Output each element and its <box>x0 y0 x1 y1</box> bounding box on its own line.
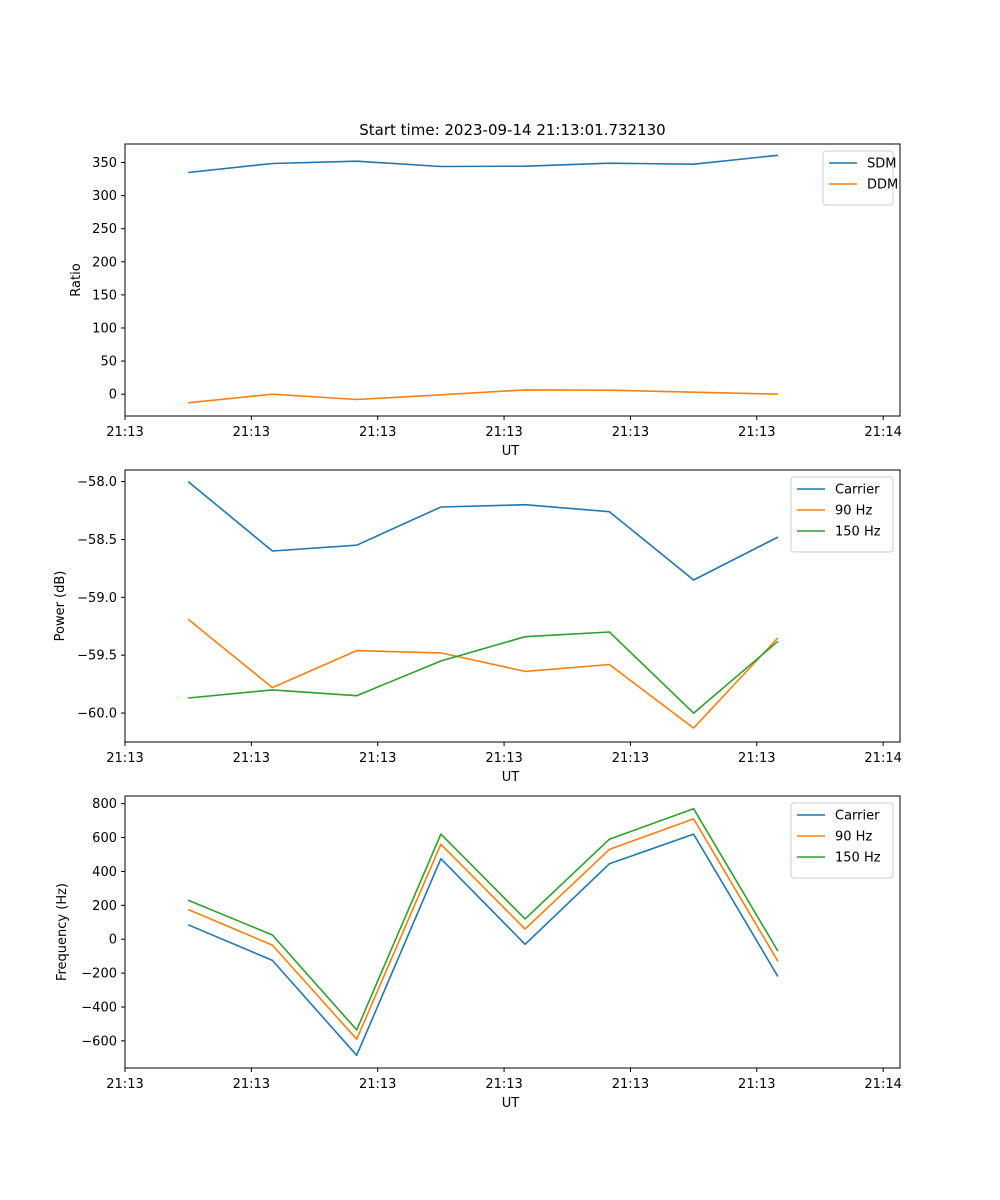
legend-label: DDM <box>867 178 898 193</box>
y-tick-label: −60.0 <box>77 707 117 722</box>
y-tick-label: 100 <box>92 321 117 336</box>
y-tick-label: 400 <box>92 865 117 880</box>
x-tick-label: 21:13 <box>106 751 143 766</box>
y-tick-label: 300 <box>92 189 117 204</box>
legend-label: 90 Hz <box>835 830 872 845</box>
legend-label: 90 Hz <box>835 504 872 519</box>
chart-panel-2: −60.0 −59.5 −59.0 −58.5 −58.0 21:13 21:13 21:13… <box>53 469 902 785</box>
y-axis-label: Frequency (Hz) <box>55 883 70 981</box>
series-line-150-hz <box>188 631 779 714</box>
x-tick-label: 21:14 <box>864 1077 901 1092</box>
x-tick-label: 21:14 <box>864 425 901 440</box>
x-tick-label: 21:13 <box>738 425 775 440</box>
plot-area <box>124 795 901 1069</box>
y-tick-label: 250 <box>92 222 117 237</box>
series-line-150-hz <box>187 807 779 1031</box>
series-group <box>187 480 779 729</box>
x-tick-label: 21:13 <box>359 425 396 440</box>
x-tick-label: 21:13 <box>106 425 143 440</box>
x-tick-label: 21:13 <box>359 751 396 766</box>
x-tick-label: 21:13 <box>485 1077 522 1092</box>
series-line-ddm <box>188 389 778 404</box>
x-tick-label: 21:13 <box>233 1077 270 1092</box>
y-tick-label: 800 <box>92 797 117 812</box>
y-tick-label: −59.5 <box>77 649 117 664</box>
y-tick-label: 50 <box>100 355 117 370</box>
chart-panel-1: Start time: 2023-09-14 21:13:01.732130 0 5… <box>69 121 902 459</box>
legend: Carrier 90 Hz 150 Hz <box>790 476 894 553</box>
y-tick-label: 0 <box>109 933 117 948</box>
legend: SDM DDM <box>822 150 898 206</box>
panels: Start time: 2023-09-14 21:13:01.732130 0 5… <box>53 121 902 1111</box>
x-axis-label: UT <box>502 1096 520 1111</box>
y-tick-label: 600 <box>92 831 117 846</box>
y-tick-label: 0 <box>109 388 117 403</box>
x-tick-label: 21:13 <box>485 425 522 440</box>
x-tick-label: 21:13 <box>612 1077 649 1092</box>
y-tick-label: −59.0 <box>77 591 117 606</box>
x-tick-label: 21:13 <box>233 751 270 766</box>
chart-title: Start time: 2023-09-14 21:13:01.732130 <box>359 121 665 139</box>
plot-area <box>124 143 901 417</box>
y-tick-label: 200 <box>92 899 117 914</box>
y-tick-label: 350 <box>92 156 117 171</box>
series-line-carrier <box>187 480 779 581</box>
x-tick-label: 21:13 <box>359 1077 396 1092</box>
legend-label: SDM <box>867 157 896 172</box>
x-tick-label: 21:13 <box>106 1077 143 1092</box>
series-group <box>187 807 779 1057</box>
plot-area <box>124 469 901 743</box>
x-tick-label: 21:13 <box>738 1077 775 1092</box>
legend: Carrier 90 Hz 150 Hz <box>790 802 894 879</box>
y-axis-label: Ratio <box>69 263 84 296</box>
legend-frame <box>822 150 894 206</box>
x-tick-label: 21:13 <box>233 425 270 440</box>
y-tick-label: −58.5 <box>77 533 117 548</box>
series-line-carrier <box>187 833 779 1057</box>
x-tick-label: 21:13 <box>612 751 649 766</box>
legend-label: Carrier <box>835 483 880 498</box>
series-group <box>188 154 778 404</box>
x-tick-label: 21:13 <box>485 751 522 766</box>
x-tick-label: 21:13 <box>738 751 775 766</box>
legend-frame <box>790 802 894 879</box>
x-axis-label: UT <box>502 444 520 459</box>
legend-label: 150 Hz <box>835 525 881 540</box>
series-line-90-hz <box>187 818 779 1040</box>
x-tick-label: 21:14 <box>864 751 901 766</box>
series-line-sdm <box>188 154 778 174</box>
y-tick-label: −400 <box>81 1000 117 1015</box>
y-tick-label: 150 <box>92 288 117 303</box>
chart-panel-3: −600 −400 −200 0 200 400 600 800 21:13 21:13 21:13… <box>55 795 902 1111</box>
x-tick-label: 21:13 <box>612 425 649 440</box>
legend-label: Carrier <box>835 809 880 824</box>
y-tick-label: 200 <box>92 255 117 270</box>
y-tick-label: −200 <box>81 967 117 982</box>
legend-label: 150 Hz <box>835 851 881 866</box>
y-tick-label: −600 <box>81 1034 117 1049</box>
series-line-90-hz <box>187 618 779 729</box>
x-axis-label: UT <box>502 770 520 785</box>
legend-frame <box>790 476 894 553</box>
y-axis-label: Power (dB) <box>53 571 68 642</box>
y-tick-label: −58.0 <box>77 475 117 490</box>
